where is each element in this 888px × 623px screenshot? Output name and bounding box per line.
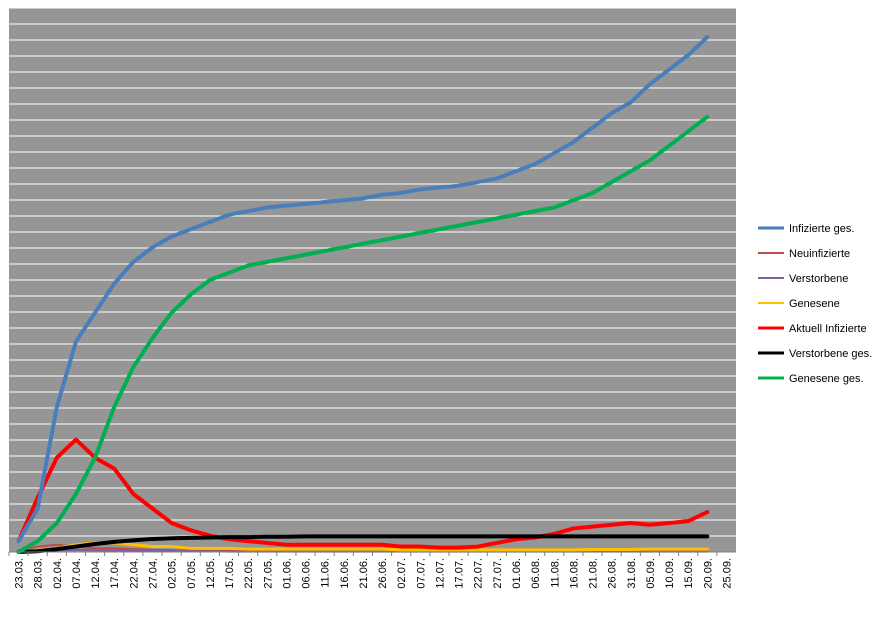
x-tick-label: 21.06. — [358, 558, 370, 589]
x-tick-label: 23.03. — [14, 558, 26, 589]
x-tick-label: 01.06. — [511, 558, 523, 589]
legend-label: Verstorbene ges. — [789, 348, 872, 360]
x-tick-label: 12.07. — [434, 558, 446, 589]
x-tick-label: 06.08. — [530, 558, 542, 589]
legend-label: Infizierte ges. — [789, 223, 854, 235]
x-tick-label: 07.04. — [71, 558, 83, 589]
x-tick-label: 12.05. — [205, 558, 217, 589]
x-tick-label: 17.05. — [224, 558, 236, 589]
x-tick-label: 21.08. — [588, 558, 600, 589]
series-line-aktuell-infizierte — [16, 437, 710, 550]
x-tick-label: 06.06. — [301, 558, 313, 589]
x-tick-label: 16.06. — [339, 558, 351, 589]
x-tick-label: 10.09. — [664, 558, 676, 589]
x-tick-label: 07.07. — [415, 558, 427, 589]
x-tick-label: 22.05. — [243, 558, 255, 589]
legend: Infizierte ges. Neuinfizierte Verstorbene G… — [758, 223, 872, 385]
x-tick-label: 02.07. — [396, 558, 408, 589]
x-tick-label: 27.07. — [492, 558, 504, 589]
x-tick-label: 22.04. — [128, 558, 140, 589]
legend-label: Genesene ges. — [789, 373, 864, 385]
legend-label: Neuinfizierte — [789, 248, 850, 260]
x-tick-label: 31.08. — [626, 558, 638, 589]
x-tick-label: 27.04. — [147, 558, 159, 589]
x-tick-label: 27.05. — [262, 558, 274, 589]
x-tick-label: 17.04. — [109, 558, 121, 589]
legend-label: Aktuell Infizierte — [789, 323, 867, 335]
x-tick-label: 02.04. — [52, 558, 64, 589]
x-tick-label: 11.06. — [320, 558, 332, 588]
x-tick-label: 22.07. — [473, 558, 485, 589]
x-tick-label: 20.09. — [702, 558, 714, 589]
x-tick-label: 15.09. — [683, 558, 695, 589]
x-tick-label: 26.08. — [607, 558, 619, 589]
x-axis: 23.03. 28.03. 02.04. 07.04. 12.04. 17.04. 22.0… — [8, 551, 736, 589]
x-tick-label: 01.06. — [281, 558, 293, 589]
legend-label: Verstorbene — [789, 273, 848, 285]
series-line-genesene — [17, 541, 709, 554]
series-line-infizierte-ges — [16, 35, 710, 544]
x-tick-label: 12.04. — [90, 558, 102, 589]
x-tick-label: 07.05. — [186, 558, 198, 589]
x-tick-label: 26.06. — [377, 558, 389, 589]
x-tick-label: 17.07. — [454, 558, 466, 589]
series-line-verstorbene-ges — [16, 534, 710, 554]
x-tick-label: 28.03. — [33, 558, 45, 589]
series-group — [16, 35, 710, 554]
x-tick-label: 05.09. — [645, 558, 657, 589]
series-line-genesene-ges — [16, 114, 710, 554]
legend-label: Genesene — [789, 298, 840, 310]
x-tick-label: 16.08. — [568, 558, 580, 589]
x-tick-label: 02.05. — [167, 558, 179, 589]
x-tick-label: 25.09. — [721, 558, 733, 589]
x-tick-label: 11.08. — [549, 558, 561, 588]
